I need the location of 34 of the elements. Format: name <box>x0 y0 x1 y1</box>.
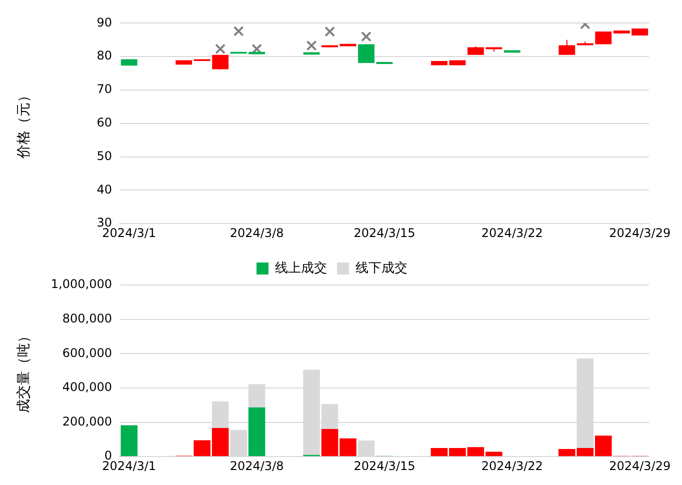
y-tick-label: 400,000 <box>62 380 112 394</box>
x-tick-label: 2024/3/22 <box>481 458 543 473</box>
candlestick <box>358 44 374 64</box>
y-tick-label: 70 <box>96 82 112 96</box>
point <box>233 26 244 36</box>
x-tick-label: 2024/3/1 <box>102 458 156 473</box>
y-tick-label: 800,000 <box>62 311 112 326</box>
bar <box>120 425 138 456</box>
x-tick-label: 2024/3/1 <box>102 226 156 240</box>
y-tick-label: 200,000 <box>62 414 112 428</box>
x-tick-label: 2024/3/22 <box>481 226 543 240</box>
point <box>324 26 336 37</box>
x-tick-label: 2024/3/15 <box>354 226 416 240</box>
x-tick-label: 2024/3/29 <box>609 226 671 240</box>
y-tick-label: 600,000 <box>62 346 112 360</box>
y-tick-label: 60 <box>96 116 112 130</box>
x-tick-label: 2024/3/29 <box>609 458 671 473</box>
x-tick-label: 2024/3/15 <box>354 458 416 473</box>
y-tick-label: 90 <box>96 15 112 30</box>
candlestick <box>558 39 576 56</box>
bar <box>248 407 266 456</box>
y-tick-label: 80 <box>96 48 112 63</box>
x-tick-label: 2024/3/8 <box>230 458 284 473</box>
legend-label: 线下成交 <box>356 260 408 276</box>
y-tick-label: 40 <box>96 182 112 196</box>
y-tick-label: 50 <box>96 148 112 163</box>
point <box>306 40 317 51</box>
y-tick-label: 1,000,000 <box>50 277 112 292</box>
x-tick-label: 2024/3/8 <box>230 226 284 240</box>
legend-label: 线上成交 <box>275 260 327 276</box>
y-axis-title: 价格（元） <box>16 88 32 160</box>
point <box>361 31 372 42</box>
y-axis-title: 成交量（吨） <box>16 328 32 413</box>
point <box>215 44 226 54</box>
